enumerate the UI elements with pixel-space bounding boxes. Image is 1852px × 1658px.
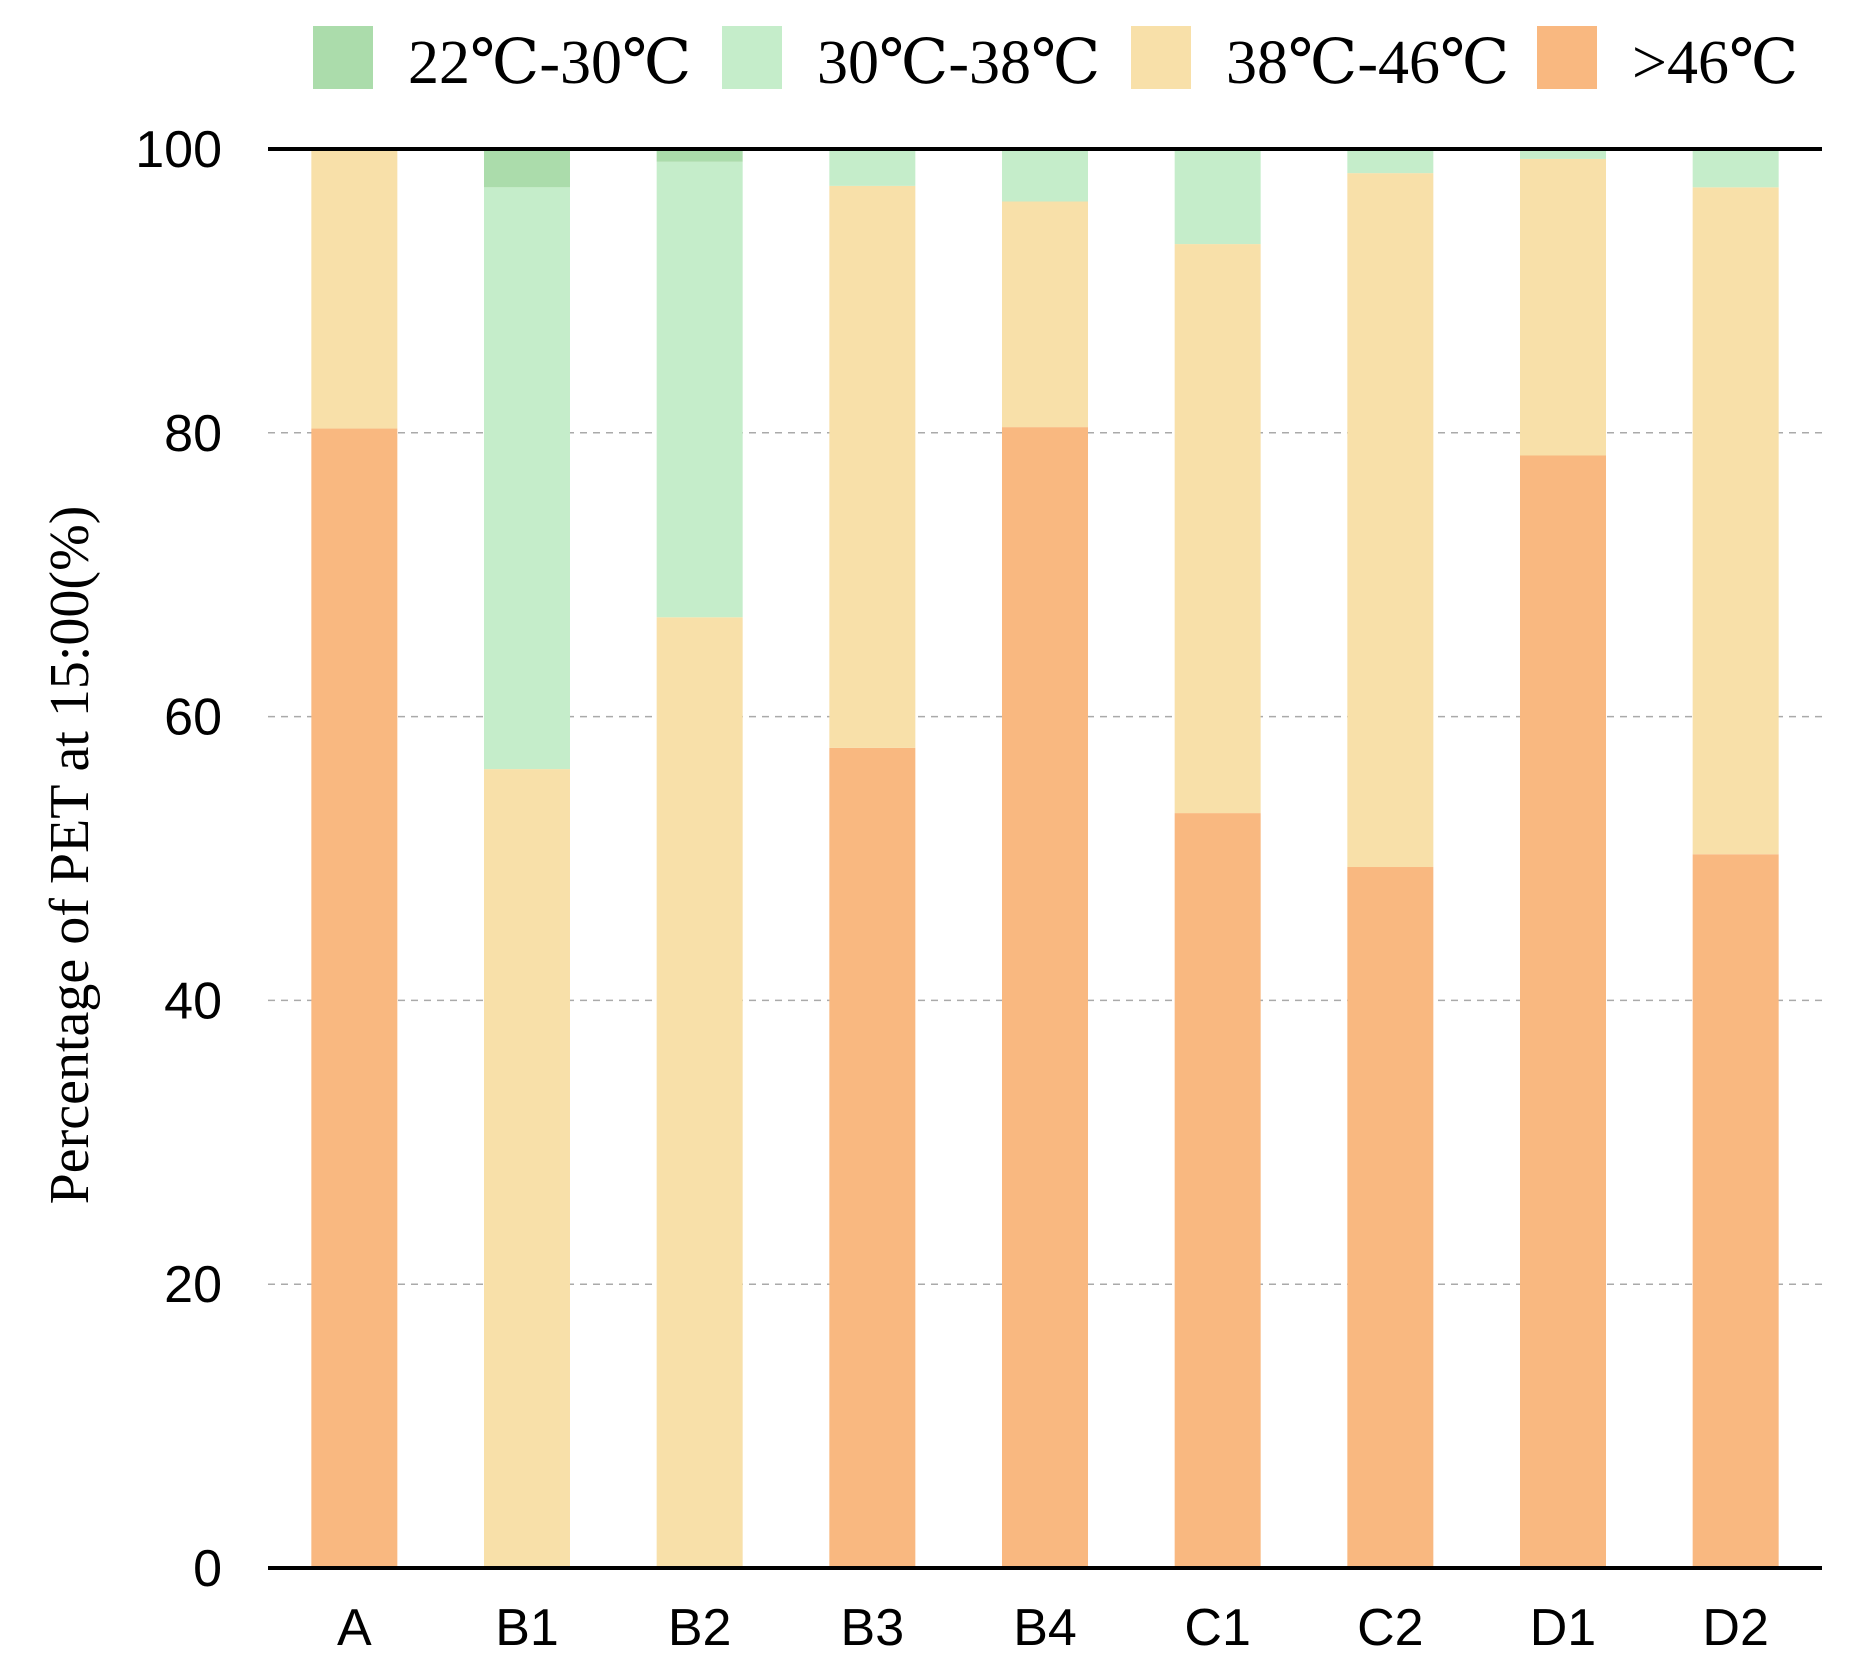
- x-tick-label: D2: [1702, 1599, 1768, 1657]
- y-tick-label: 0: [193, 1540, 222, 1598]
- bar-segment: [1002, 201, 1088, 428]
- x-tick-label: B1: [495, 1599, 559, 1657]
- x-tick-label: B3: [841, 1599, 905, 1657]
- bar-segment: [1520, 149, 1606, 159]
- bar-segment: [1347, 149, 1434, 174]
- bar-segment: [311, 149, 398, 429]
- legend: 22℃-30℃ 30℃-38℃ 38℃-46℃ >46℃: [313, 26, 1798, 97]
- bar-segment: [656, 617, 743, 1568]
- bar-segment: [1692, 187, 1779, 855]
- bar-segment: [1692, 854, 1779, 1568]
- bars-layer: [311, 149, 1779, 1569]
- legend-label: 22℃-30℃: [408, 29, 691, 97]
- bar-segment: [1347, 173, 1434, 868]
- bar-segment: [1520, 455, 1606, 1568]
- bar-segment: [484, 769, 570, 1568]
- y-tick-label: 20: [164, 1256, 222, 1314]
- bar-segment: [484, 149, 570, 188]
- y-tick-label: 60: [164, 689, 222, 747]
- bar-segment: [1174, 244, 1261, 814]
- bar-segment: [1002, 427, 1088, 1568]
- y-tick-label: 40: [164, 972, 222, 1030]
- bar-segment: [1174, 149, 1261, 245]
- legend-swatch: [1131, 26, 1191, 89]
- bar-segment: [1174, 813, 1261, 1568]
- bar-segment: [829, 185, 916, 748]
- legend-label: 38℃-46℃: [1226, 29, 1509, 97]
- x-tick-label: B4: [1013, 1599, 1077, 1657]
- bar-segment: [311, 428, 398, 1569]
- x-tick-label: B2: [668, 1599, 732, 1657]
- bar-segment: [1692, 149, 1779, 188]
- bar-segment: [484, 187, 570, 770]
- legend-swatch: [722, 26, 782, 89]
- legend-label: 30℃-38℃: [817, 29, 1100, 97]
- bar-segment: [1347, 867, 1434, 1568]
- bar-segment: [656, 149, 743, 162]
- y-tick-label: 100: [135, 121, 222, 179]
- legend-label: >46℃: [1632, 29, 1798, 97]
- bar-segment: [829, 149, 916, 186]
- bar-segment: [1520, 158, 1606, 456]
- legend-swatch: [313, 26, 373, 89]
- axis-layer: [268, 147, 1822, 1570]
- y-tick-label: 80: [164, 405, 222, 463]
- legend-swatch: [1537, 26, 1597, 89]
- x-tick-label: C1: [1184, 1599, 1250, 1657]
- x-tick-label: A: [337, 1599, 372, 1657]
- y-axis-label: Percentage of PET at 15:00(%): [39, 506, 101, 1205]
- bar-segment: [829, 747, 916, 1568]
- ticks-layer: A B1 B2 B3 B4 C1 C2 D1 D2 0 20 40 60 80 100: [135, 121, 1769, 1657]
- bar-segment: [656, 161, 743, 618]
- x-tick-label: D1: [1530, 1599, 1596, 1657]
- x-tick-label: C2: [1357, 1599, 1423, 1657]
- bar-segment: [1002, 149, 1088, 202]
